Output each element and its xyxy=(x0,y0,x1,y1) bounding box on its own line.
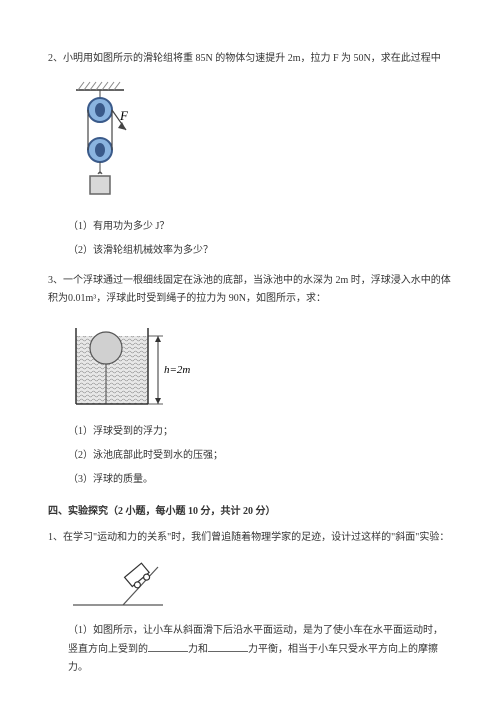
q2-sub2: （2）该滑轮组机械效率为多少？ xyxy=(68,242,452,260)
cart xyxy=(125,563,153,590)
q2-sub1: （1）有用功为多少 J？ xyxy=(68,218,452,236)
q4-1-number: 1、 xyxy=(48,532,63,543)
weight-block xyxy=(90,176,110,194)
buoyancy-diagram: h=2m xyxy=(68,318,198,413)
q3-sub3: （3）浮球的质量。 xyxy=(68,471,452,489)
q4-1-body: 在学习"运动和力的关系"时，我们曾追随着物理学家的足迹，设计过这样的"斜面"实验… xyxy=(63,532,449,543)
q2-text: 2、小明用如图所示的滑轮组将重 85N 的物体匀速提升 2m，拉力 F 为 50… xyxy=(48,50,452,68)
q3-body: 一个浮球通过一根细线固定在泳池的底部，当泳池中的水深为 2m 时，浮球浸入水中的… xyxy=(48,275,451,304)
h-label: h=2m xyxy=(164,364,190,376)
q4-1-sub1-b: 力和 xyxy=(188,644,208,655)
q3-sub2: （2）泳池底部此时受到水的压强； xyxy=(68,447,452,465)
depth-arrow-bottom xyxy=(155,398,161,404)
pulley-diagram: F xyxy=(68,78,148,208)
q3-text: 3、一个浮球通过一根细线固定在泳池的底部，当泳池中的水深为 2m 时，浮球浸入水… xyxy=(48,272,452,308)
f-label: F xyxy=(119,108,129,123)
q2-number: 2、 xyxy=(48,53,63,64)
section4-title: 四、实验探究（2 小题，每小题 10 分，共计 20 分） xyxy=(48,503,452,521)
question-3: 3、一个浮球通过一根细线固定在泳池的底部，当泳池中的水深为 2m 时，浮球浸入水… xyxy=(48,272,452,489)
depth-arrow-top xyxy=(155,336,161,342)
q4-1-figure xyxy=(68,557,452,612)
q2-figure: F xyxy=(68,78,452,208)
q4-1-text: 1、在学习"运动和力的关系"时，我们曾追随着物理学家的足迹，设计过这样的"斜面"… xyxy=(48,529,452,547)
q3-number: 3、 xyxy=(48,275,63,286)
ceiling-hatch xyxy=(76,82,124,90)
q2-body: 小明用如图所示的滑轮组将重 85N 的物体匀速提升 2m，拉力 F 为 50N，… xyxy=(63,53,441,64)
f-arrow xyxy=(118,122,126,130)
blank-1 xyxy=(148,640,188,652)
q3-sub1: （1）浮球受到的浮力； xyxy=(68,423,452,441)
lower-pulley-center xyxy=(95,143,105,157)
q4-1-sub1: （1）如图所示，让小车从斜面滑下后沿水平面运动，是为了使小车在水平面运动时，竖直… xyxy=(68,622,452,677)
upper-pulley-center xyxy=(95,103,105,117)
incline-diagram xyxy=(68,557,168,612)
q3-figure: h=2m xyxy=(68,318,452,413)
blank-2 xyxy=(208,640,248,652)
question-4-1: 1、在学习"运动和力的关系"时，我们曾追随着物理学家的足迹，设计过这样的"斜面"… xyxy=(48,529,452,677)
question-2: 2、小明用如图所示的滑轮组将重 85N 的物体匀速提升 2m，拉力 F 为 50… xyxy=(48,50,452,260)
float-ball xyxy=(90,332,122,364)
